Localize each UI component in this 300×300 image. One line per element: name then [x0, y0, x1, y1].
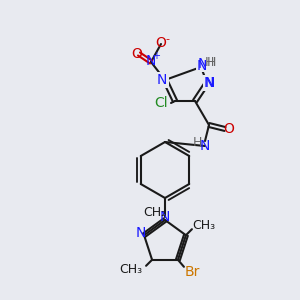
Text: Br: Br [184, 265, 200, 279]
Text: O: O [224, 122, 234, 136]
Text: +: + [152, 51, 160, 61]
Text: N: N [136, 226, 146, 240]
Text: N: N [204, 76, 214, 90]
Text: N: N [160, 210, 170, 224]
Text: N: N [157, 73, 167, 87]
Text: H: H [192, 136, 202, 149]
Text: N: N [205, 76, 215, 90]
Text: O: O [156, 36, 167, 50]
Text: CH₃: CH₃ [192, 219, 215, 232]
Text: O: O [132, 47, 142, 61]
Text: CH₂: CH₂ [143, 206, 167, 218]
Text: N: N [198, 57, 208, 71]
Text: N: N [146, 54, 156, 68]
Text: Cl: Cl [154, 96, 168, 110]
Text: -: - [165, 34, 169, 44]
Text: H: H [206, 56, 216, 70]
Text: H: H [204, 56, 214, 68]
Text: N: N [197, 59, 207, 73]
Text: N: N [200, 139, 210, 153]
Text: CH₃: CH₃ [119, 263, 142, 276]
